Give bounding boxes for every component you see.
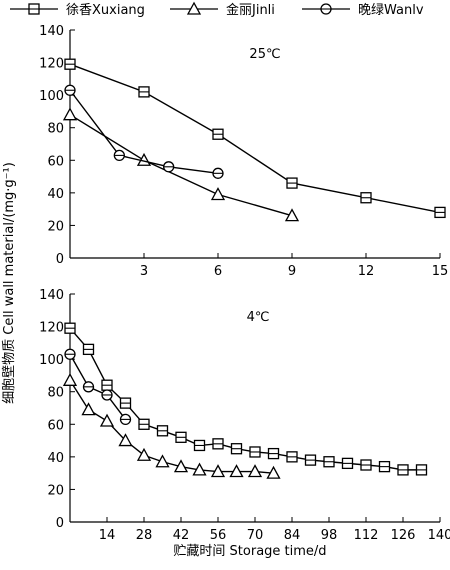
data-point-jinli — [266, 465, 281, 479]
y-tick-label: 40 — [47, 451, 64, 466]
x-tick-label: 112 — [354, 528, 379, 543]
x-tick-label: 70 — [247, 528, 264, 543]
series-line-jinli — [69, 379, 274, 474]
x-axis-label: 贮藏时间 Storage time/d — [173, 544, 326, 559]
data-point-jinli — [155, 454, 170, 468]
x-tick-label: 56 — [210, 528, 227, 543]
legend-item-wanlv: 晚绿Wanlv — [302, 3, 424, 18]
annotation-4c: 4℃ — [247, 310, 270, 325]
x-tick-label: 98 — [321, 528, 338, 543]
y-tick-label: 40 — [47, 187, 64, 202]
y-tick-label: 60 — [47, 154, 64, 169]
data-point-jinli — [229, 464, 244, 478]
y-tick-label: 60 — [47, 418, 64, 433]
x-tick-label: 9 — [288, 264, 296, 279]
series-jinli — [62, 372, 281, 479]
chart-panel-4c: 0 20 40 60 80 100 120 140 14 28 42 56 70 84 98 112 126 14… — [39, 288, 450, 543]
x-tick-label: 42 — [173, 528, 190, 543]
y-tick-label: 20 — [47, 219, 64, 234]
y-axis-label: 细胞壁物质 Cell wall material/(mg·g⁻¹) — [2, 162, 17, 404]
series-line-jinli — [69, 114, 293, 217]
legend-label-jinli: 金丽Jinli — [226, 2, 275, 18]
y-tick-label: 0 — [56, 516, 64, 531]
legend: 徐香Xuxiang 金丽Jinli 晚绿Wanlv — [10, 1, 424, 18]
data-point-jinli — [62, 107, 78, 121]
data-point-jinli — [247, 464, 263, 478]
data-point-jinli — [192, 462, 207, 476]
data-point-jinli — [81, 402, 96, 416]
series-line-wanlv — [69, 353, 127, 420]
data-point-jinli — [136, 447, 152, 461]
series-xuxiang — [64, 322, 428, 476]
y-tick-label: 20 — [47, 483, 64, 498]
series-wanlv — [64, 348, 132, 426]
data-point-jinli — [99, 413, 115, 427]
y-tick-label: 120 — [39, 57, 64, 72]
data-point-jinli — [173, 459, 189, 473]
y-tick-label: 140 — [39, 24, 64, 39]
annotation-25c: 25℃ — [249, 47, 280, 62]
x-tick-label: 84 — [284, 528, 301, 543]
legend-label-wanlv: 晚绿Wanlv — [358, 3, 424, 18]
y-tick-label: 140 — [39, 288, 64, 303]
series-xuxiang — [64, 58, 446, 219]
data-point-jinli — [284, 208, 300, 222]
x-tick-label: 14 — [99, 528, 116, 543]
x-tick-label: 140 — [428, 528, 450, 543]
x-tick-label: 6 — [214, 264, 222, 279]
x-tick-label: 3 — [140, 264, 148, 279]
y-tick-label: 0 — [56, 252, 64, 267]
x-tick-label: 15 — [432, 264, 449, 279]
data-point-jinli — [118, 433, 133, 447]
data-point-jinli — [210, 464, 226, 478]
legend-item-xuxiang: 徐香Xuxiang — [10, 3, 145, 18]
legend-marker-jinli — [186, 1, 202, 15]
series-wanlv — [64, 84, 224, 179]
data-point-jinli — [210, 187, 226, 201]
data-point-jinli — [62, 372, 78, 386]
x-tick-label: 126 — [391, 528, 416, 543]
x-tick-label: 28 — [136, 528, 153, 543]
y-tick-label: 100 — [39, 353, 64, 368]
y-tick-label: 80 — [47, 386, 64, 401]
x-tick-label: 12 — [358, 264, 375, 279]
legend-label-xuxiang: 徐香Xuxiang — [66, 3, 145, 18]
chart-panel-25c: 0 20 40 60 80 100 120 140 3 6 9 12 15 25℃ — [39, 24, 448, 279]
y-tick-label: 120 — [39, 321, 64, 336]
series-line-xuxiang — [69, 63, 441, 214]
y-tick-label: 80 — [47, 122, 64, 137]
series-line-wanlv — [69, 89, 219, 175]
legend-item-jinli: 金丽Jinli — [170, 1, 275, 18]
y-tick-label: 100 — [39, 89, 64, 104]
